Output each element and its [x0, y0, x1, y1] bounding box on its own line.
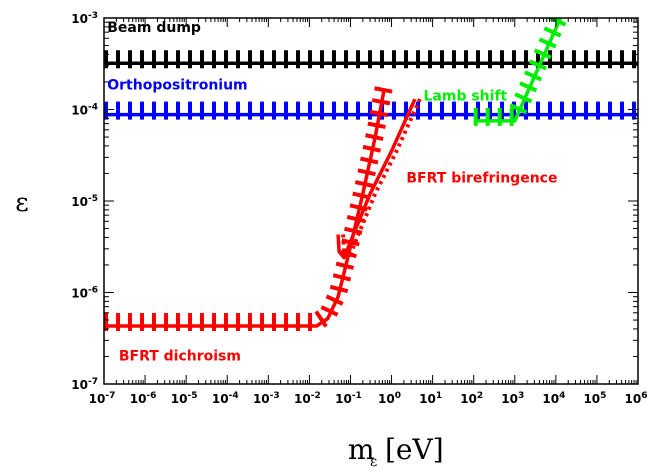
plot-curves: [104, 18, 638, 331]
x-axis-label: m ε [eV]: [348, 433, 444, 470]
axis-ticks: [103, 17, 639, 385]
x-tick-label: 10-6: [130, 391, 157, 406]
x-tick-label: 10-5: [171, 391, 198, 406]
x-axis-label-unit: [eV]: [385, 433, 444, 466]
x-axis-label-subscript: ε: [370, 454, 377, 470]
y-tick-label: 10-5: [71, 194, 98, 209]
y-axis-label: ε: [15, 188, 28, 218]
y-tick-label: 10-3: [71, 11, 98, 26]
x-tick-label: 101: [419, 391, 442, 406]
label-orthopositronium: Orthopositronium: [107, 78, 247, 94]
x-tick-label: 104: [542, 391, 565, 406]
line: [104, 90, 386, 328]
x-tick-label: 106: [625, 391, 648, 406]
series-bfrt-birefringence: [336, 98, 422, 262]
x-tick-label: 10-3: [253, 391, 280, 406]
x-tick-label: 10-2: [294, 391, 321, 406]
series-lamb-shift: [473, 18, 569, 126]
y-tick-label: 10-6: [71, 286, 98, 301]
x-tick-label: 10-1: [335, 391, 362, 406]
tick-labels: 10-7 10-6 10-5 10-4 10-3 10-2 10-1 100 101 102 103…: [71, 11, 647, 406]
line: [473, 18, 563, 123]
label-beam-dump: Beam dump: [107, 20, 201, 36]
series-labels: Beam dump Orthopositronium Lamb shift BFRT …: [107, 20, 557, 364]
x-tick-label: 105: [583, 391, 606, 406]
y-tick-label: 10-7: [71, 377, 98, 392]
label-lamb-shift: Lamb shift: [424, 89, 508, 105]
label-bfrt-birefringence: BFRT birefringence: [406, 170, 557, 186]
label-bfrt-dichroism: BFRT dichroism: [119, 349, 241, 365]
hatch: [341, 98, 422, 262]
x-axis-label-m: m: [348, 433, 375, 466]
series-bfrt-dichroism: [104, 85, 393, 331]
x-tick-label: 10-4: [212, 391, 239, 406]
x-tick-label: 100: [378, 391, 401, 406]
series-beam-dump: [104, 50, 638, 69]
x-tick-label: 102: [460, 391, 483, 406]
line: [336, 98, 417, 260]
x-tick-label: 103: [501, 391, 524, 406]
y-tick-label: 10-4: [71, 103, 98, 118]
x-tick-label: 10-7: [89, 391, 116, 406]
hatch: [473, 18, 569, 126]
